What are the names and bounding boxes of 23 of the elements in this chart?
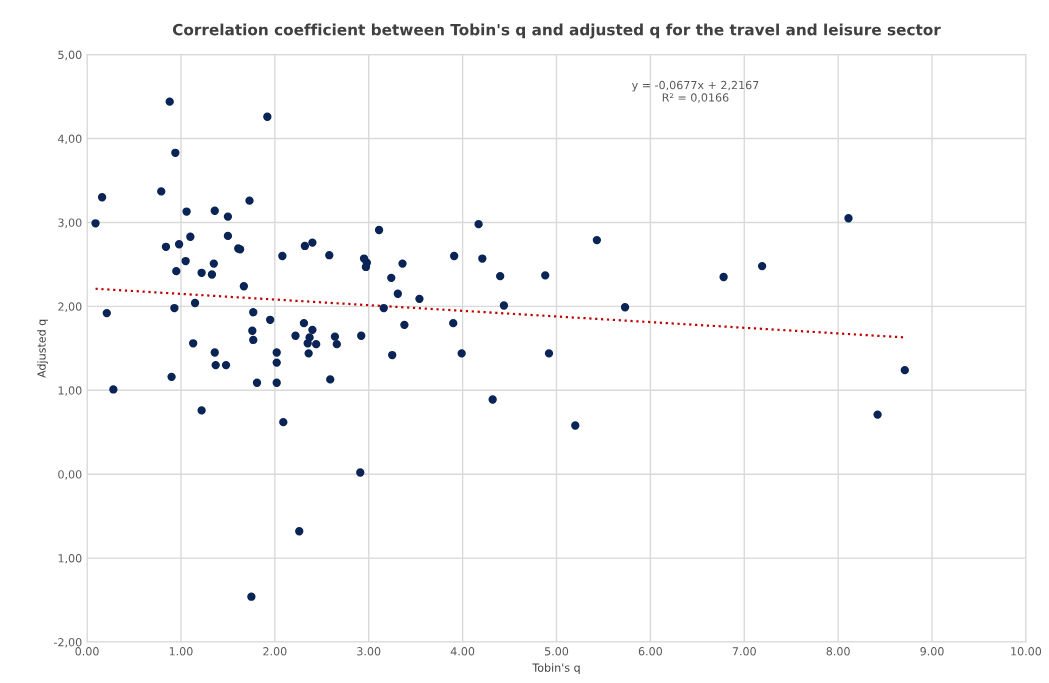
- x-axis-title: Tobin's q: [532, 663, 580, 674]
- y-tick-label: 2,00: [58, 302, 82, 312]
- x-tick-label: 10.00: [1011, 647, 1042, 656]
- x-tick-label: 6.00: [638, 647, 663, 656]
- y-tick-label: 3,00: [58, 218, 82, 228]
- x-tick-label: 7.00: [732, 647, 756, 656]
- x-tick-label: 3.00: [357, 647, 381, 656]
- chart-title: Correlation coefficient between Tobin's q and adjusted q for the travel and leisure sector: [172, 23, 941, 39]
- x-tick-label: 9.00: [920, 647, 944, 656]
- y-tick-label: 1,00: [58, 554, 82, 564]
- y-tick-label: 4,00: [58, 134, 82, 145]
- y-tick-label: 0,00: [58, 470, 82, 480]
- annotation: y = -0,0677x + 2,2167 R² = 0,0166: [631, 80, 759, 103]
- y-tick-label: 5,00: [58, 50, 82, 61]
- x-tick-label: 4.00: [450, 647, 475, 656]
- x-tick-label: 0.00: [75, 647, 99, 656]
- y-tick-label: -2,00: [54, 637, 82, 648]
- x-tick-label: 5.00: [544, 647, 569, 656]
- x-tick-label: 2.00: [263, 647, 287, 656]
- y-axis-title: Adjusted q: [37, 319, 48, 378]
- x-tick-label: 8.00: [826, 647, 850, 656]
- x-tick-label: 1.00: [169, 647, 193, 656]
- y-tick-label: 1,00: [58, 386, 82, 396]
